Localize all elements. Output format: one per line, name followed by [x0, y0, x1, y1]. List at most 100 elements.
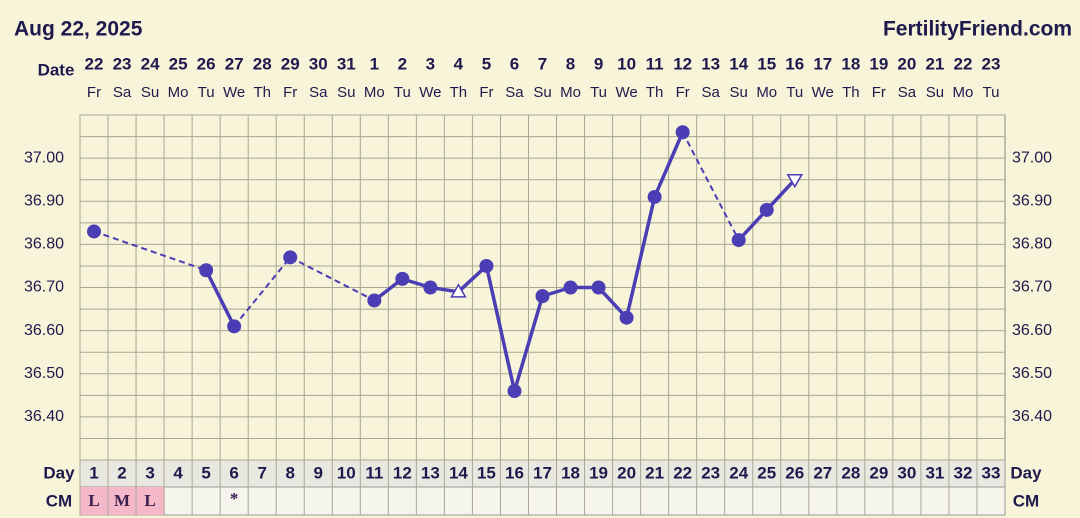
y-tick-label: 36.40	[1012, 408, 1052, 425]
day-number: 1	[89, 463, 98, 482]
line-segment	[512, 295, 545, 392]
temp-point	[563, 280, 578, 295]
y-tick-label: 36.90	[24, 192, 64, 209]
y-tick-label: 36.90	[1012, 192, 1052, 209]
dashed-segment	[289, 256, 375, 302]
temp-point	[507, 384, 522, 398]
weekday-label: Fr	[872, 84, 886, 101]
y-tick-label: 36.50	[24, 365, 64, 382]
day-number: 25	[757, 463, 776, 482]
day-number: 21	[645, 463, 664, 482]
date-label: 3	[426, 54, 435, 73]
line-segment	[484, 265, 517, 392]
weekday-label: Fr	[283, 84, 297, 101]
temp-point	[283, 250, 298, 265]
date-label: 9	[594, 54, 603, 73]
row-label: Day	[43, 463, 75, 482]
date-label: 4	[454, 54, 464, 73]
date-label: 13	[701, 54, 720, 73]
day-number: 8	[285, 463, 294, 482]
y-tick-label: 37.00	[1012, 149, 1052, 166]
weekday-label: Mo	[364, 84, 385, 101]
weekday-label: Sa	[113, 84, 132, 101]
weekday-label: Mo	[560, 84, 581, 101]
day-number: 7	[257, 463, 266, 482]
row-label: CM	[46, 491, 72, 510]
y-tick-label: 36.60	[24, 322, 64, 339]
weekday-label: Sa	[702, 84, 721, 101]
row-label: Day	[1010, 463, 1042, 482]
date-label: 23	[982, 54, 1001, 73]
date-label: 11	[646, 54, 664, 73]
weekday-label: Mo	[756, 84, 777, 101]
day-number: 11	[365, 463, 383, 482]
date-label: 15	[757, 54, 776, 73]
day-number: 23	[701, 463, 720, 482]
day-number: 27	[813, 463, 832, 482]
weekday-label: Su	[730, 84, 748, 101]
day-number: 20	[617, 463, 636, 482]
weekday-label: We	[812, 84, 834, 101]
weekday-label: Tu	[983, 84, 1000, 101]
day-number: 16	[505, 463, 524, 482]
day-number: 24	[729, 463, 748, 482]
weekday-label: Mo	[953, 84, 974, 101]
date-label: 17	[813, 54, 832, 73]
line-segment	[204, 269, 236, 328]
weekday-label: Tu	[198, 84, 215, 101]
day-number: 3	[145, 463, 154, 482]
date-label: 23	[113, 54, 132, 73]
day-number: 18	[561, 463, 580, 482]
y-tick-label: 37.00	[24, 149, 64, 166]
weekday-label: Sa	[309, 84, 328, 101]
cm-row	[79, 486, 1006, 516]
temp-point-open	[786, 173, 804, 189]
weekday-label: Sa	[505, 84, 524, 101]
cm-cell	[136, 487, 165, 515]
y-tick-label: 36.70	[1012, 279, 1052, 296]
day-number: 2	[117, 463, 126, 482]
weekday-label: Tu	[590, 84, 607, 101]
dashed-segment	[681, 131, 740, 241]
temp-point	[367, 293, 382, 308]
date-label: Date	[38, 60, 75, 79]
date-label: 10	[617, 54, 636, 73]
weekday-label: We	[419, 84, 441, 101]
date-label: 22	[85, 54, 104, 73]
day-number: 13	[421, 463, 440, 482]
cm-value: *	[230, 489, 239, 508]
weekday-label: Su	[337, 84, 355, 101]
date-label: 31	[337, 54, 356, 73]
cm-cell	[80, 487, 109, 515]
cm-value: M	[114, 491, 130, 510]
date-label: 19	[869, 54, 888, 73]
day-number: 19	[589, 463, 608, 482]
temp-point	[535, 289, 550, 304]
date-label: 30	[309, 54, 328, 73]
weekday-label: Fr	[479, 84, 493, 101]
temp-point	[87, 224, 102, 239]
date-label: 20	[897, 54, 916, 73]
date-label: 12	[673, 54, 692, 73]
temp-point	[395, 271, 410, 286]
date-label: 29	[281, 54, 300, 73]
date-label: 28	[253, 54, 272, 73]
weekday-label: Su	[926, 84, 944, 101]
day-number: 14	[449, 463, 468, 482]
line-segment	[653, 131, 685, 198]
day-number: 28	[841, 463, 860, 482]
day-number: 29	[869, 463, 888, 482]
temp-point	[675, 125, 690, 140]
temp-point	[759, 202, 774, 217]
cm-cell	[108, 487, 137, 515]
date-label: 1	[370, 54, 379, 73]
weekday-label: Th	[450, 84, 468, 101]
day-number: 6	[229, 463, 238, 482]
weekday-label: Sa	[898, 84, 917, 101]
y-tick-label: 36.70	[24, 279, 64, 296]
dashed-segment	[233, 256, 292, 327]
date-label: 6	[510, 54, 519, 73]
day-number: 22	[673, 463, 692, 482]
